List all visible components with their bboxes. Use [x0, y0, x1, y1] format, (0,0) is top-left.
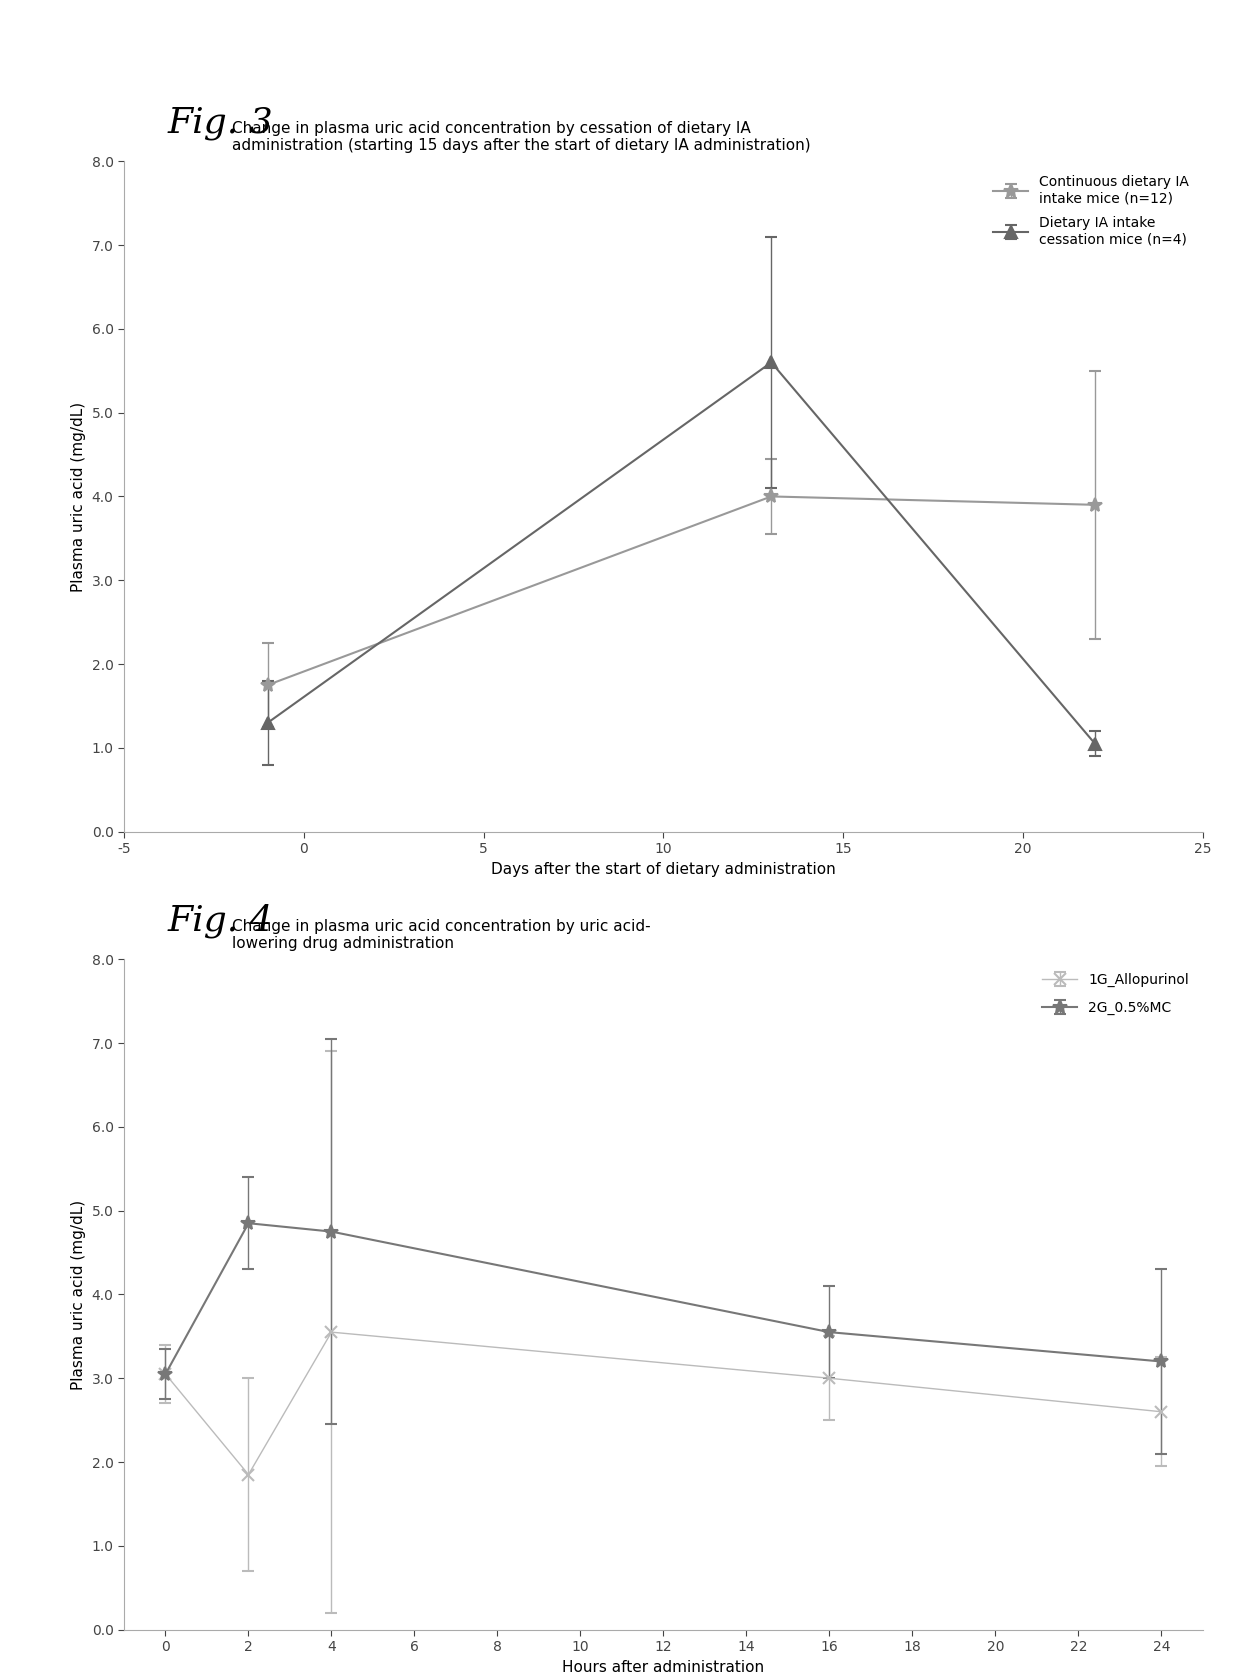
X-axis label: Days after the start of dietary administration: Days after the start of dietary administ…: [491, 862, 836, 877]
X-axis label: Hours after administration: Hours after administration: [562, 1660, 765, 1675]
Y-axis label: Plasma uric acid (mg/dL): Plasma uric acid (mg/dL): [71, 402, 86, 591]
Legend: Continuous dietary IA
intake mice (n=12), Dietary IA intake
cessation mice (n=4): Continuous dietary IA intake mice (n=12)…: [986, 168, 1195, 254]
Y-axis label: Plasma uric acid (mg/dL): Plasma uric acid (mg/dL): [71, 1200, 86, 1389]
Text: Fig. 4: Fig. 4: [167, 904, 273, 937]
Text: Fig. 3: Fig. 3: [167, 106, 273, 139]
Text: Change in plasma uric acid concentration by uric acid-
lowering drug administrat: Change in plasma uric acid concentration…: [232, 919, 651, 951]
Legend: 1G_Allopurinol, 2G_0.5%MC: 1G_Allopurinol, 2G_0.5%MC: [1035, 966, 1195, 1023]
Text: Change in plasma uric acid concentration by cessation of dietary IA
administrati: Change in plasma uric acid concentration…: [232, 121, 811, 153]
